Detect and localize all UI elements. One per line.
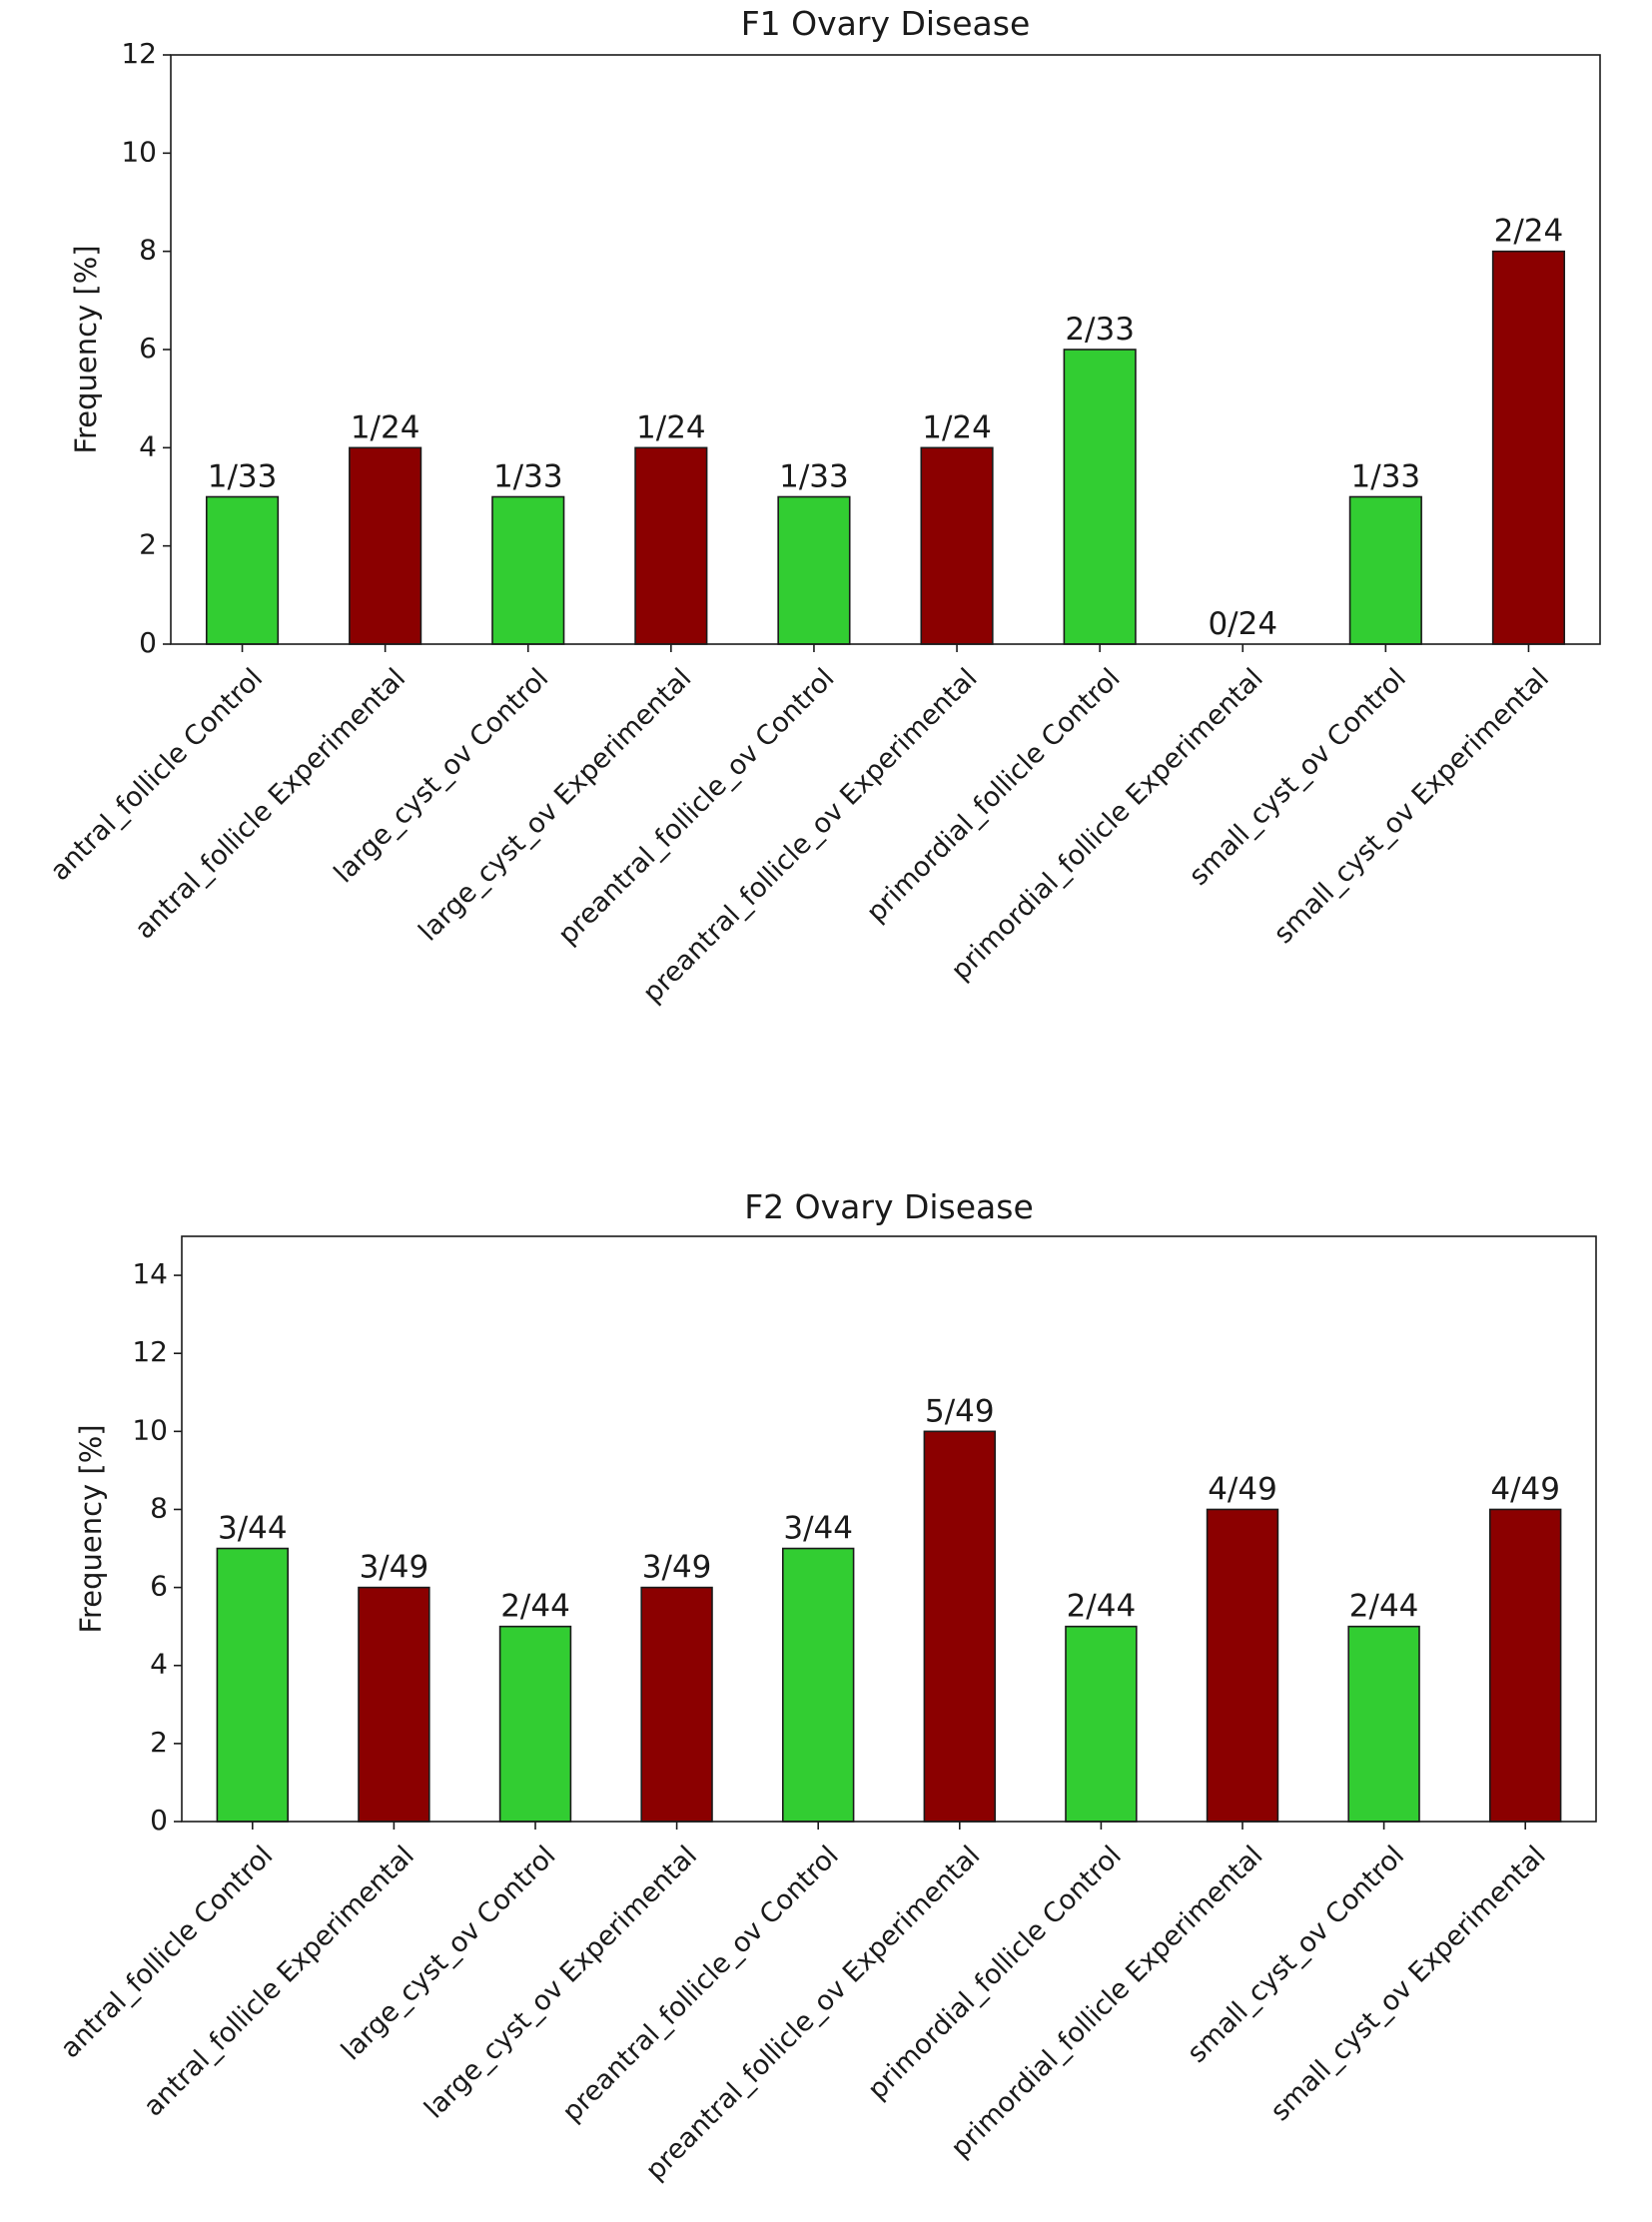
chart2-bar-data-label: 3/49 [642, 1550, 712, 1586]
chart2-x-tick-label: antral_follicle Experimental [138, 1841, 420, 2123]
chart1-bar-data-label: 2/24 [1494, 214, 1564, 250]
chart2-bar-control [216, 1547, 289, 1823]
chart1-y-tick-label: 0 [139, 626, 157, 659]
chart1-bar-data-label: 1/24 [922, 409, 992, 445]
chart2-bar-experimental [640, 1586, 713, 1823]
chart1-x-tick-label: small_cyst_ov Experimental [1268, 663, 1555, 950]
chart1-y-tick-label: 10 [121, 135, 157, 168]
chart2-x-tick-label: preantral_follicle_ov Control [556, 1841, 844, 2128]
chart1: F1 Ovary Disease Frequency [%] 0 2 4 6 8 10 12 1/… [45, 4, 1601, 1009]
chart2-y-axis-label: Frequency [%] [74, 1424, 108, 1633]
chart2-y-tick-label: 14 [132, 1257, 168, 1290]
chart2-y-tick-label: 12 [132, 1335, 168, 1368]
chart1-bar-control [777, 495, 851, 645]
chart2: F2 Ovary Disease Frequency [%] 0 2 4 6 8 10 12 14… [55, 1187, 1597, 2186]
chart1-bar-control [205, 495, 280, 645]
chart2-x-tick-label: large_cyst_ov Experimental [418, 1841, 703, 2125]
chart2-bar-control [1347, 1625, 1420, 1823]
chart2-x-tick-label: small_cyst_ov Experimental [1264, 1841, 1551, 2127]
chart2-bar-experimental [923, 1430, 997, 1823]
chart1-x-tick-label: large_cyst_ov Experimental [413, 663, 697, 948]
chart2-bar-control [781, 1547, 855, 1823]
chart2-plot-frame [181, 1235, 1597, 1823]
chart1-plot-frame [170, 54, 1601, 645]
chart1-bar-data-label: 0/24 [1208, 606, 1277, 642]
chart2-bar-data-label: 3/44 [218, 1511, 288, 1547]
chart1-x-tick-label: primordial_follicle Experimental [946, 663, 1269, 987]
chart1-bar-experimental [920, 446, 994, 645]
chart2-bar-control [1065, 1625, 1138, 1823]
chart1-bar-data-label: 1/33 [1351, 459, 1421, 495]
chart2-y-tick-label: 10 [132, 1413, 168, 1446]
chart1-bar-data-label: 1/33 [493, 459, 563, 495]
chart1-bar-data-label: 1/24 [351, 409, 420, 445]
chart1-x-tick-label: preantral_follicle_ov Control [552, 663, 840, 951]
chart1-bar-experimental [634, 446, 708, 645]
chart2-bar-data-label: 5/49 [925, 1393, 995, 1429]
chart2-y-tick-label: 0 [150, 1804, 168, 1837]
chart1-bar-control [491, 495, 565, 645]
chart2-x-tick-label: primordial_follicle Control [862, 1841, 1128, 2106]
chart1-bar-control [1063, 349, 1137, 645]
chart2-bar-data-label: 3/44 [783, 1511, 853, 1547]
chart2-bar-data-label: 2/44 [500, 1589, 570, 1625]
chart1-bar-experimental [1491, 250, 1566, 645]
chart1-bar-experimental [349, 446, 422, 645]
chart2-bar-experimental [1489, 1508, 1562, 1823]
chart2-bar-control [498, 1625, 572, 1823]
chart1-bar-data-label: 1/24 [636, 409, 706, 445]
chart2-bar-data-label: 2/44 [1349, 1589, 1419, 1625]
chart1-y-tick-label: 12 [121, 37, 157, 70]
chart1-bar-data-label: 1/33 [779, 459, 849, 495]
chart2-bar-data-label: 2/44 [1067, 1589, 1137, 1625]
chart2-y-tick-label: 6 [150, 1570, 168, 1603]
chart1-y-tick-label: 4 [139, 429, 157, 462]
chart2-bar-data-label: 4/49 [1490, 1471, 1560, 1507]
chart1-y-tick-label: 2 [139, 528, 157, 561]
chart2-bar-experimental [358, 1586, 430, 1823]
chart1-y-tick-label: 8 [139, 234, 157, 267]
chart1-y-axis-label: Frequency [%] [69, 245, 103, 453]
chart1-bar-data-label: 2/33 [1065, 312, 1135, 348]
chart1-x-tick-label: primordial_follicle Control [861, 663, 1127, 929]
chart2-bar-experimental [1206, 1508, 1279, 1823]
chart2-title: F2 Ovary Disease [744, 1187, 1034, 1226]
chart2-x-tick-label: primordial_follicle Experimental [945, 1841, 1268, 2164]
chart1-y-tick-label: 6 [139, 332, 157, 365]
chart1-x-tick-label: antral_follicle Experimental [129, 663, 412, 946]
chart2-y-tick-label: 2 [150, 1726, 168, 1759]
chart1-title: F1 Ovary Disease [741, 4, 1031, 43]
chart2-bar-data-label: 3/49 [360, 1550, 429, 1586]
chart1-bar-data-label: 1/33 [208, 459, 278, 495]
chart2-y-tick-label: 4 [150, 1648, 168, 1681]
chart2-bar-data-label: 4/49 [1208, 1471, 1277, 1507]
chart2-y-tick-label: 8 [150, 1491, 168, 1524]
chart1-bar-control [1348, 495, 1422, 645]
